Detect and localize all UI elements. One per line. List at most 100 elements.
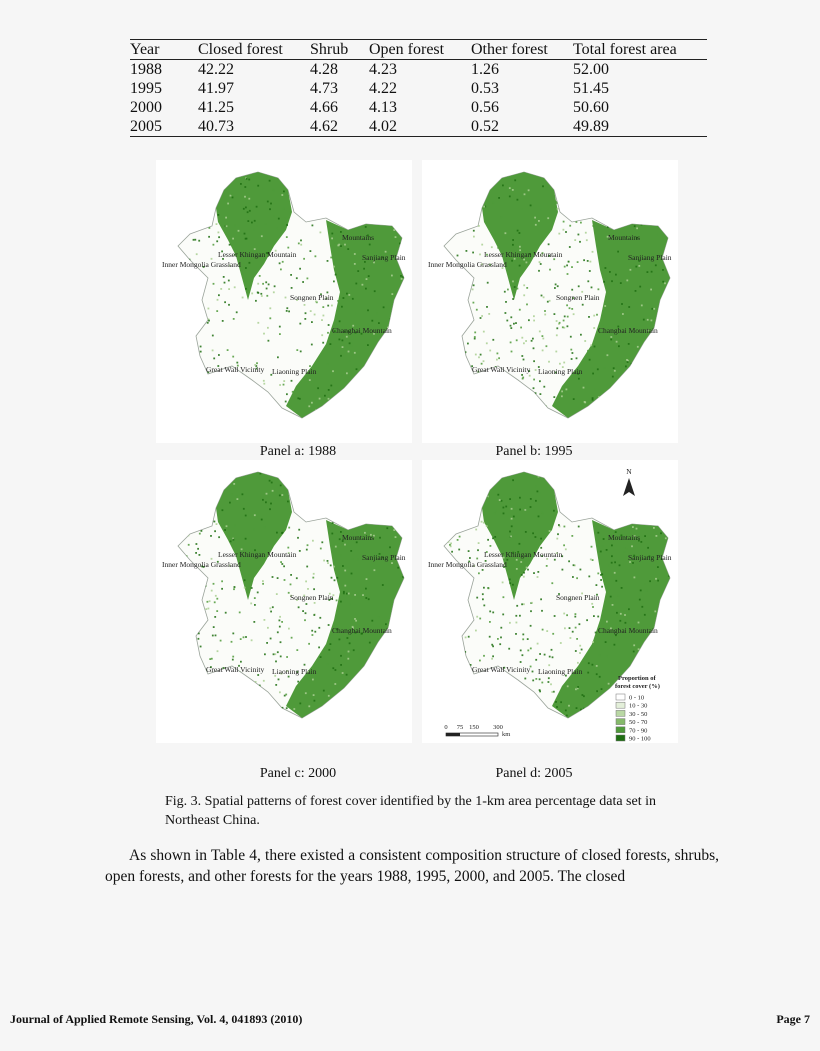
header-open-forest: Open forest xyxy=(369,41,445,58)
scale-tick-label: 300 xyxy=(493,724,503,731)
label-inner-mongolia: Inner Mongolia Grassland xyxy=(162,260,241,269)
label-sanjiang: Sanjiang Plain xyxy=(628,553,672,562)
header-other-forest: Other forest xyxy=(471,41,548,58)
label-liaoning: Liaoning Plain xyxy=(272,367,317,376)
table-cell: 40.73 xyxy=(198,118,234,135)
label-liaoning: Liaoning Plain xyxy=(272,667,317,676)
scale-tick-label: 75 xyxy=(457,724,464,731)
table-cell: 41.25 xyxy=(198,99,234,116)
forest-cover-map: Lesser Khingan Mountain Mountains Inner Mo… xyxy=(428,171,672,419)
label-lesser-khingan: Lesser Khingan Mountain xyxy=(218,250,297,259)
forest-blocks xyxy=(482,472,670,718)
label-mountains: Mountains xyxy=(342,233,374,242)
north-arrow-label: N xyxy=(626,467,632,476)
table-cell: 1988 xyxy=(130,61,162,78)
table-cell: 4.62 xyxy=(310,118,338,135)
table-cell: 50.60 xyxy=(573,99,609,116)
table-cell: 52.00 xyxy=(573,61,609,78)
table-cell: 51.45 xyxy=(573,80,609,97)
figure-caption: Fig. 3. Spatial patterns of forest cover… xyxy=(165,794,656,828)
label-songnen: Songnen Plain xyxy=(556,293,600,302)
table-cell: 0.52 xyxy=(471,118,499,135)
scale-tick-label: 0 xyxy=(444,724,447,731)
table-cell: 4.66 xyxy=(310,99,338,116)
map-panel-2000: Lesser Khingan Mountain Mountains Inner Mo… xyxy=(156,460,412,743)
label-inner-mongolia: Inner Mongolia Grassland xyxy=(428,260,507,269)
scale-bar-fill xyxy=(446,733,460,736)
table-cell: 4.13 xyxy=(369,99,397,116)
label-great-wall: Great Wall Vicinity xyxy=(206,665,264,674)
table-cell: 42.22 xyxy=(198,61,234,78)
legend-title: Proportion of xyxy=(618,675,656,682)
label-great-wall: Great Wall Vicinity xyxy=(472,365,530,374)
table-cell: 2005 xyxy=(130,118,162,135)
table-cell: 4.28 xyxy=(310,61,338,78)
northern-forest xyxy=(482,172,558,300)
table-row: 1988 42.22 4.28 4.23 1.26 52.00 xyxy=(130,60,707,80)
header-shrub: Shrub xyxy=(310,41,349,58)
table-cell: 4.23 xyxy=(369,61,397,78)
northern-forest xyxy=(216,472,292,600)
legend-subtitle: forest cover (%) xyxy=(615,683,660,690)
legend-swatch xyxy=(615,734,626,742)
legend-label: 90 - 100 xyxy=(629,736,651,743)
header-total-forest-area: Total forest area xyxy=(573,41,677,58)
table-row: 2005 40.73 4.62 4.02 0.52 49.89 xyxy=(130,117,707,137)
table-cell: 2000 xyxy=(130,99,162,116)
legend-label: 70 - 90 xyxy=(629,727,647,734)
label-changbai: Changbai Mountain xyxy=(598,626,658,635)
table-cell: 0.53 xyxy=(471,80,499,97)
label-lesser-khingan: Lesser Khingan Mountain xyxy=(484,550,563,559)
footer-page-number: Page 7 xyxy=(776,1012,810,1026)
map-panel-1988: Lesser Khingan Mountain Mountains Inner Mo… xyxy=(156,160,412,443)
header-year: Year xyxy=(130,41,160,58)
north-arrow-icon: N xyxy=(623,467,635,496)
forest-cover-map: Lesser Khingan Mountain Mountains Inner Mo… xyxy=(428,467,672,743)
legend-label: 50 - 70 xyxy=(629,719,647,726)
label-liaoning: Liaoning Plain xyxy=(538,367,583,376)
panel-caption-d: Panel d: 2005 xyxy=(495,766,573,781)
label-sanjiang: Sanjiang Plain xyxy=(628,253,672,262)
label-changbai: Changbai Mountain xyxy=(332,626,392,635)
eastern-forest xyxy=(552,220,670,418)
label-lesser-khingan: Lesser Khingan Mountain xyxy=(484,250,563,259)
table-cell: 0.56 xyxy=(471,99,499,116)
eastern-forest xyxy=(552,520,670,718)
table-cell: 1.26 xyxy=(471,61,499,78)
label-liaoning: Liaoning Plain xyxy=(538,667,583,676)
label-mountains: Mountains xyxy=(342,533,374,542)
body-paragraph: As shown in Table 4, there existed a con… xyxy=(105,847,719,885)
legend-swatch xyxy=(615,718,626,725)
label-inner-mongolia: Inner Mongolia Grassland xyxy=(162,560,241,569)
eastern-forest xyxy=(286,220,404,418)
footer-journal: Journal of Applied Remote Sensing, Vol. … xyxy=(10,1012,303,1026)
forest-area-table: Year Closed forest Shrub Open forest Oth… xyxy=(130,39,707,137)
label-mountains: Mountains xyxy=(608,233,640,242)
label-lesser-khingan: Lesser Khingan Mountain xyxy=(218,550,297,559)
table-cell: 41.97 xyxy=(198,80,234,97)
label-great-wall: Great Wall Vicinity xyxy=(206,365,264,374)
label-great-wall: Great Wall Vicinity xyxy=(472,665,530,674)
header-closed-forest: Closed forest xyxy=(198,41,283,58)
legend-label: 0 - 10 xyxy=(629,695,644,702)
legend-label: 30 - 50 xyxy=(629,711,647,718)
forest-cover-map: Lesser Khingan Mountain Mountains Inner Mo… xyxy=(162,171,406,419)
label-songnen: Songnen Plain xyxy=(556,593,600,602)
legend-swatch xyxy=(615,701,626,709)
table-cell: 1995 xyxy=(130,80,162,97)
map-panel-2005: Lesser Khingan Mountain Mountains Inner Mo… xyxy=(422,460,678,743)
table-cell: 4.02 xyxy=(369,118,397,135)
table-row: 1995 41.97 4.73 4.22 0.53 51.45 xyxy=(130,79,707,98)
scale-unit: km xyxy=(502,731,510,738)
table-cell: 49.89 xyxy=(573,118,609,135)
table-cell: 4.22 xyxy=(369,80,397,97)
legend-label: 10 - 30 xyxy=(629,703,647,710)
label-songnen: Songnen Plain xyxy=(290,293,334,302)
label-changbai: Changbai Mountain xyxy=(332,326,392,335)
label-changbai: Changbai Mountain xyxy=(598,326,658,335)
label-songnen: Songnen Plain xyxy=(290,593,334,602)
label-mountains: Mountains xyxy=(608,533,640,542)
forest-blocks xyxy=(482,172,670,418)
